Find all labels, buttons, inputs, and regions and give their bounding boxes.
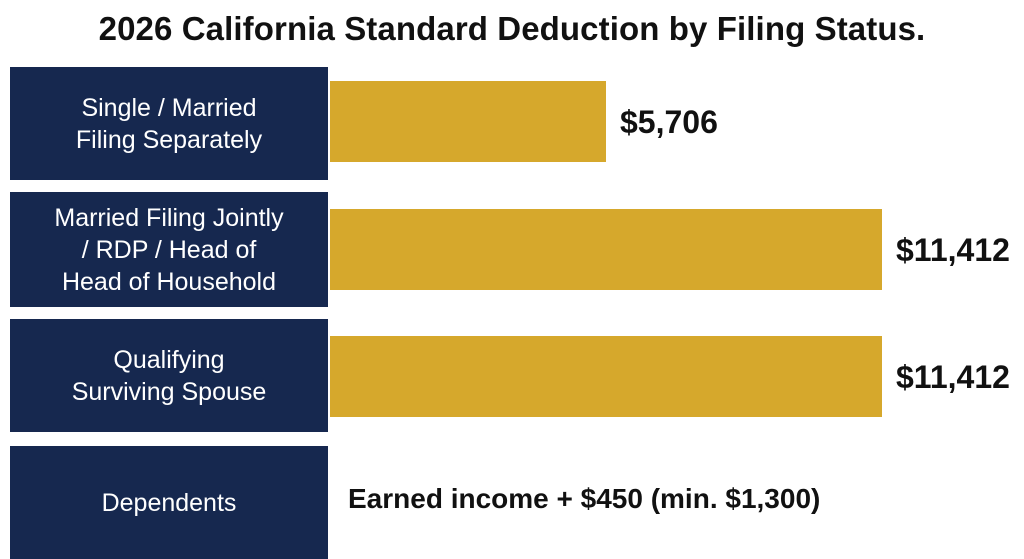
dependents-value-text: Earned income + $450 (min. $1,300)	[348, 483, 821, 514]
bar-3	[330, 336, 882, 417]
bar-2	[330, 209, 882, 290]
bar-value-label-3: $11,412	[896, 358, 1010, 395]
row-label-1: Single / Married Filing Separately	[10, 67, 328, 180]
bar-value-label-1: $5,706	[620, 103, 718, 140]
row-label-line: / RDP / Head of	[81, 235, 257, 264]
row-label-line: Head of Household	[61, 267, 277, 296]
bar-value-label-2: $11,412	[896, 231, 1010, 268]
row-label-line: Filing Separately	[75, 125, 263, 154]
row-label-2: Married Filing Jointly / RDP / Head of Hea…	[10, 192, 328, 307]
row-label-text: Single / Married Filing Separately	[76, 92, 262, 156]
row-label-line: Surviving Spouse	[71, 377, 267, 406]
row-label-3: Qualifying Surviving Spouse	[10, 319, 328, 432]
chart-title: 2026 California Standard Deduction by Fi…	[98, 10, 926, 47]
row-label-line: Qualifying	[113, 345, 225, 374]
row-label-text: Qualifying Surviving Spouse	[72, 344, 267, 408]
row-label-line: Married Filing Jointly	[54, 203, 284, 232]
row-label-line: Single / Married	[81, 93, 257, 122]
row-label-dependents-text: Dependents	[101, 488, 237, 517]
row-label-text: Married Filing Jointly / RDP / Head of Hea…	[54, 202, 283, 298]
row-label-dependents: Dependents	[10, 446, 328, 559]
bar-1	[330, 81, 606, 162]
